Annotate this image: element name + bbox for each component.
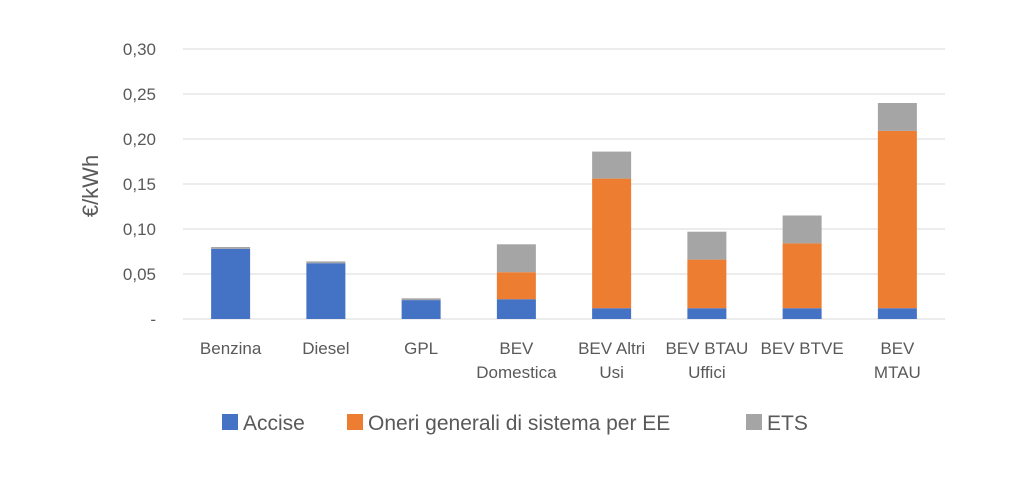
y-tick-label: 0,05 [123, 265, 156, 284]
y-tick-label: 0,20 [123, 130, 156, 149]
legend-swatch [222, 414, 238, 430]
bars [211, 103, 917, 319]
y-tick-label: 0,30 [123, 40, 156, 59]
bar-segment [592, 308, 632, 319]
legend-label: Oneri generali di sistema per EE [368, 412, 670, 435]
bar-segment [496, 272, 536, 300]
bar-segment [782, 243, 822, 309]
legend-swatch [746, 414, 762, 430]
y-tick-label: 0,15 [123, 175, 156, 194]
bar-segment [782, 308, 822, 319]
x-tick-label: Usi [599, 363, 624, 382]
x-tick-label: Diesel [302, 339, 349, 358]
bar-segment [306, 261, 346, 264]
x-tick-label: BEV BTVE [761, 339, 844, 358]
x-tick-label: BEV Altri [578, 339, 645, 358]
bar-segment [496, 299, 536, 319]
x-tick-label: BEV BTAU [665, 339, 748, 358]
bar-segment [687, 259, 727, 309]
bar-segment [496, 244, 536, 273]
legend-label: ETS [767, 412, 808, 435]
bar-segment [592, 178, 632, 309]
bar-segment [877, 130, 917, 309]
bar-segment [782, 215, 822, 244]
x-tick-label: BEV [880, 339, 915, 358]
bar-segment [401, 300, 441, 319]
x-tick-label: Benzina [200, 339, 262, 358]
x-tick-label: MTAU [874, 363, 921, 382]
x-tick-label: Domestica [476, 363, 557, 382]
bar-segment [687, 308, 727, 319]
bar-segment [401, 298, 441, 301]
bar-segment [877, 103, 917, 131]
x-tick-label: BEV [499, 339, 534, 358]
gridlines [183, 48, 945, 320]
x-tick-label: Uffici [688, 363, 725, 382]
y-axis-ticks: - 0,05 0,10 0,15 0,20 0,25 0,30 [123, 40, 156, 329]
legend: Accise Oneri generali di sistema per EE ET… [222, 412, 808, 435]
x-tick-label: GPL [404, 339, 438, 358]
bar-segment [211, 247, 251, 249]
legend-label: Accise [243, 412, 305, 435]
y-tick-label: 0,10 [123, 220, 156, 239]
y-axis-label: €/kWh [78, 155, 103, 217]
y-tick-label: - [150, 310, 156, 329]
bar-segment [592, 151, 632, 179]
bar-segment [211, 248, 251, 319]
bar-segment [306, 263, 346, 319]
legend-swatch [347, 414, 363, 430]
y-tick-label: 0,25 [123, 85, 156, 104]
x-axis-ticks: Benzina Diesel GPL BEV Domestica BEV Altri Usi… [200, 339, 921, 382]
bar-segment [877, 308, 917, 319]
bar-segment [687, 231, 727, 260]
